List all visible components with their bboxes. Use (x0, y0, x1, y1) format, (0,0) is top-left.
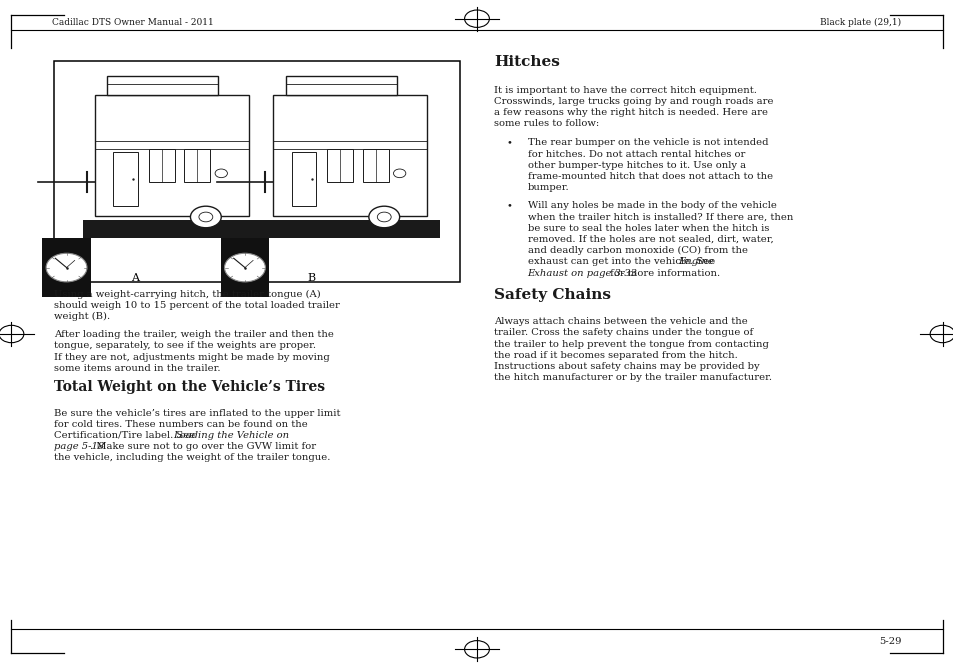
Bar (261, 220, 439, 238)
Text: Hitches: Hitches (494, 55, 559, 69)
Bar (285, 76, 396, 94)
Text: If they are not, adjustments might be made by moving: If they are not, adjustments might be ma… (54, 353, 330, 361)
Text: should weigh 10 to 15 percent of the total loaded trailer: should weigh 10 to 15 percent of the tot… (54, 301, 340, 310)
Text: Engine: Engine (678, 257, 713, 267)
Bar (220, 238, 269, 297)
Bar (327, 149, 353, 182)
Text: the road if it becomes separated from the hitch.: the road if it becomes separated from th… (494, 351, 738, 360)
Text: B: B (308, 273, 315, 283)
Text: other bumper-type hitches to it. Use only a: other bumper-type hitches to it. Use onl… (527, 161, 745, 170)
Text: Black plate (29,1): Black plate (29,1) (820, 17, 901, 27)
Text: Be sure the vehicle’s tires are inflated to the upper limit: Be sure the vehicle’s tires are inflated… (54, 409, 340, 418)
Text: the vehicle, including the weight of the trailer tongue.: the vehicle, including the weight of the… (54, 454, 331, 462)
Text: removed. If the holes are not sealed, dirt, water,: removed. If the holes are not sealed, di… (527, 235, 773, 244)
Text: Using a weight-carrying hitch, the trailer tongue (A): Using a weight-carrying hitch, the trail… (54, 290, 321, 299)
Bar (54, 61, 459, 282)
Text: tongue, separately, to see if the weights are proper.: tongue, separately, to see if the weight… (54, 341, 316, 351)
Bar (274, 94, 427, 216)
Text: Loading the Vehicle on: Loading the Vehicle on (173, 431, 289, 440)
Text: 5-29: 5-29 (878, 637, 901, 646)
Text: Always attach chains between the vehicle and the: Always attach chains between the vehicle… (494, 317, 747, 326)
Text: Exhaust on page 3-33: Exhaust on page 3-33 (527, 269, 637, 277)
Text: page 5-18: page 5-18 (54, 442, 105, 451)
Text: Safety Chains: Safety Chains (494, 288, 611, 302)
Bar (42, 238, 91, 297)
Text: . Make sure not to go over the GVW limit for: . Make sure not to go over the GVW limit… (90, 442, 315, 451)
Text: for more information.: for more information. (606, 269, 720, 277)
Circle shape (369, 206, 399, 228)
Text: the hitch manufacturer or by the trailer manufacturer.: the hitch manufacturer or by the trailer… (494, 373, 771, 382)
Text: A: A (132, 273, 139, 283)
Text: The rear bumper on the vehicle is not intended: The rear bumper on the vehicle is not in… (527, 138, 767, 148)
Circle shape (224, 253, 265, 282)
Text: After loading the trailer, weigh the trailer and then the: After loading the trailer, weigh the tra… (54, 330, 334, 339)
Bar (83, 220, 261, 238)
Text: and deadly carbon monoxide (CO) from the: and deadly carbon monoxide (CO) from the (527, 246, 747, 255)
Text: Instructions about safety chains may be provided by: Instructions about safety chains may be … (494, 362, 759, 371)
Bar (184, 149, 211, 182)
Text: for hitches. Do not attach rental hitches or: for hitches. Do not attach rental hitche… (527, 150, 744, 158)
Text: frame-mounted hitch that does not attach to the: frame-mounted hitch that does not attach… (527, 172, 772, 181)
Bar (292, 152, 316, 206)
Text: Cadillac DTS Owner Manual - 2011: Cadillac DTS Owner Manual - 2011 (52, 17, 214, 27)
Text: Will any holes be made in the body of the vehicle: Will any holes be made in the body of th… (527, 201, 776, 210)
Text: •: • (506, 138, 512, 148)
Text: some rules to follow:: some rules to follow: (494, 119, 598, 128)
Text: be sure to seal the holes later when the hitch is: be sure to seal the holes later when the… (527, 224, 768, 232)
Bar (149, 149, 174, 182)
Bar (362, 149, 389, 182)
Text: Crosswinds, large trucks going by and rough roads are: Crosswinds, large trucks going by and ro… (494, 97, 773, 106)
Text: weight (B).: weight (B). (54, 313, 111, 321)
Text: when the trailer hitch is installed? If there are, then: when the trailer hitch is installed? If … (527, 212, 792, 221)
Bar (94, 94, 249, 216)
Text: a few reasons why the right hitch is needed. Here are: a few reasons why the right hitch is nee… (494, 108, 767, 117)
Text: It is important to have the correct hitch equipment.: It is important to have the correct hitc… (494, 86, 757, 94)
Circle shape (46, 253, 87, 282)
Bar (113, 152, 138, 206)
Text: trailer. Cross the safety chains under the tongue of: trailer. Cross the safety chains under t… (494, 329, 753, 337)
Text: Certification/Tire label. See: Certification/Tire label. See (54, 431, 198, 440)
Circle shape (199, 212, 213, 222)
Text: exhaust can get into the vehicle. See: exhaust can get into the vehicle. See (527, 257, 718, 267)
Circle shape (191, 206, 221, 228)
Text: some items around in the trailer.: some items around in the trailer. (54, 364, 221, 373)
Text: Total Weight on the Vehicle’s Tires: Total Weight on the Vehicle’s Tires (54, 381, 325, 395)
Text: the trailer to help prevent the tongue from contacting: the trailer to help prevent the tongue f… (494, 339, 768, 349)
Text: for cold tires. These numbers can be found on the: for cold tires. These numbers can be fou… (54, 420, 308, 429)
Text: •: • (506, 201, 512, 210)
Circle shape (377, 212, 391, 222)
Bar (107, 76, 218, 94)
Text: bumper.: bumper. (527, 183, 569, 192)
